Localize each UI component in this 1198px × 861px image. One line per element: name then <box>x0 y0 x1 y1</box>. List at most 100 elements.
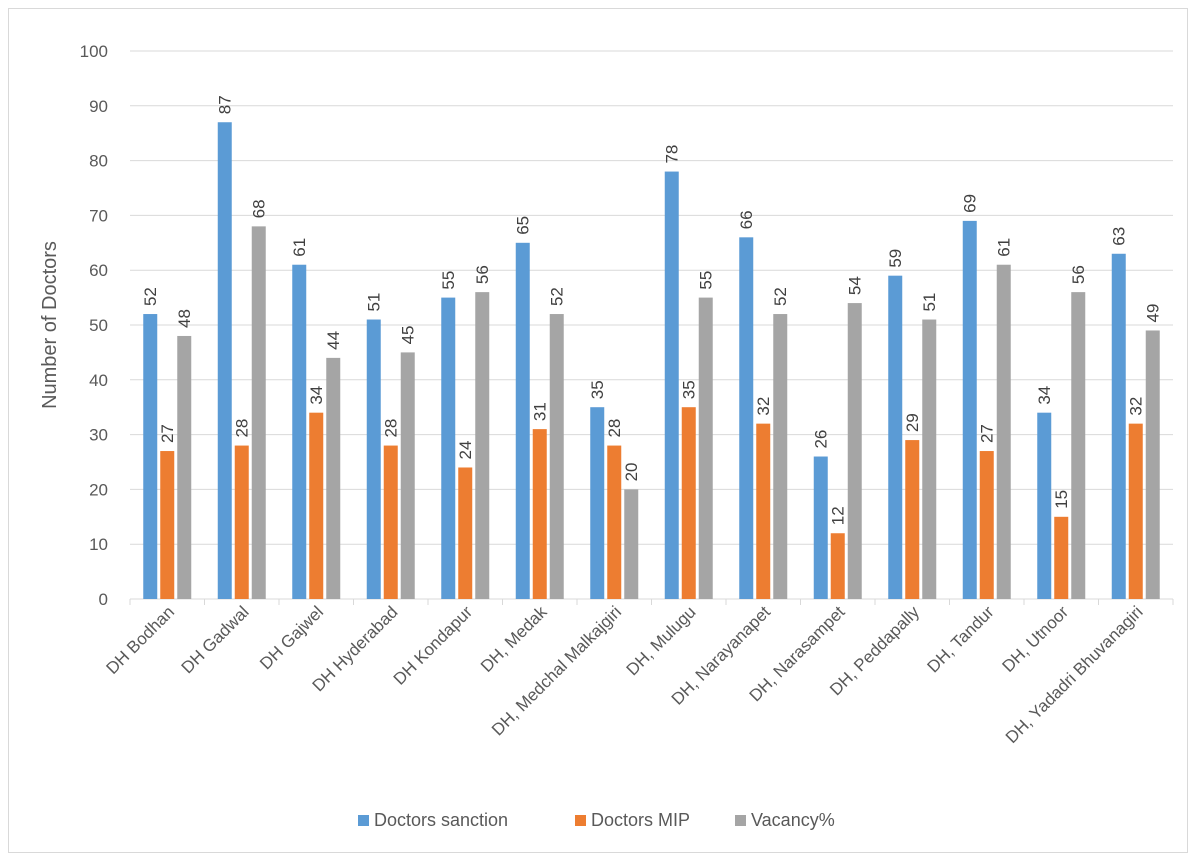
bar-doctors-mip <box>607 445 622 599</box>
data-label: 32 <box>1127 397 1146 416</box>
y-tick-label: 0 <box>99 590 108 609</box>
data-label: 66 <box>737 210 756 229</box>
bar-doctors-mip <box>979 451 994 599</box>
data-label: 20 <box>622 462 641 481</box>
data-label: 45 <box>399 325 418 344</box>
data-label: 54 <box>846 276 865 295</box>
bar-doctors-sanction <box>813 456 828 599</box>
bar-vacancy <box>400 352 415 599</box>
y-tick-label: 20 <box>89 480 108 499</box>
legend-label: Doctors MIP <box>591 810 690 830</box>
data-label: 15 <box>1052 490 1071 509</box>
data-label: 78 <box>663 145 682 164</box>
bar-vacancy <box>847 303 862 599</box>
x-tick-label: DH, Tandur <box>924 602 998 676</box>
bar-vacancy <box>177 335 192 599</box>
data-label: 87 <box>216 95 235 114</box>
x-tick-label: DH, Utnoor <box>999 602 1073 676</box>
y-tick-label: 40 <box>89 371 108 390</box>
bar-doctors-mip <box>756 423 771 599</box>
data-label: 28 <box>382 419 401 438</box>
legend-swatch <box>358 815 369 826</box>
data-label: 52 <box>771 287 790 306</box>
data-label: 68 <box>250 199 269 218</box>
y-tick-label: 60 <box>89 261 108 280</box>
y-axis-ticks: 0 10 20 30 40 50 60 70 80 90 100 <box>80 42 108 609</box>
bar-vacancy <box>251 226 266 600</box>
x-tick-label: DH, Yadadri Bhuvanagiri <box>1002 602 1147 747</box>
y-tick-label: 90 <box>89 97 108 116</box>
bar-vacancy <box>922 319 937 599</box>
data-label: 28 <box>233 419 252 438</box>
bar-vacancy <box>996 264 1011 599</box>
data-label: 59 <box>886 249 905 268</box>
bar-doctors-mip <box>830 533 845 599</box>
data-label: 28 <box>605 419 624 438</box>
bar-doctors-sanction <box>739 237 754 599</box>
x-tick-label: DH Kondapur <box>390 602 477 689</box>
legend-swatch <box>575 815 586 826</box>
data-label: 34 <box>307 386 326 405</box>
bar-vacancy <box>475 292 490 599</box>
bars <box>143 122 1160 600</box>
bar-vacancy <box>698 297 713 599</box>
bar-doctors-mip <box>1054 516 1069 599</box>
bar-doctors-mip <box>681 407 696 599</box>
data-labels: 52 27 48 87 28 68 61 34 44 51 28 45 55 24 56 65 31 52 35 28… <box>141 95 1163 525</box>
data-label: 55 <box>697 271 716 290</box>
data-label: 56 <box>1069 265 1088 284</box>
data-label: 56 <box>473 265 492 284</box>
x-tick-label: DH Bodhan <box>102 602 178 678</box>
data-label: 26 <box>812 430 831 449</box>
bar-vacancy <box>624 489 639 599</box>
y-tick-label: 30 <box>89 426 108 445</box>
data-label: 35 <box>588 380 607 399</box>
bar-doctors-sanction <box>1111 253 1126 599</box>
bar-vacancy <box>773 314 788 599</box>
data-label: 49 <box>1144 304 1163 323</box>
data-label: 51 <box>365 293 384 312</box>
bar-doctors-mip <box>160 451 175 599</box>
data-label: 55 <box>439 271 458 290</box>
bar-vacancy <box>1145 330 1160 599</box>
data-label: 69 <box>961 194 980 213</box>
data-label: 63 <box>1110 227 1129 246</box>
data-label: 61 <box>290 238 309 257</box>
bar-vacancy <box>549 314 564 599</box>
bar-doctors-sanction <box>143 314 158 599</box>
bar-doctors-sanction <box>664 171 679 599</box>
bar-doctors-sanction <box>888 275 903 599</box>
data-label: 61 <box>995 238 1014 257</box>
legend-label: Doctors sanction <box>374 810 508 830</box>
legend-label: Vacancy% <box>751 810 835 830</box>
data-label: 27 <box>978 424 997 443</box>
y-tick-label: 70 <box>89 206 108 225</box>
y-axis-title: Number of Doctors <box>39 241 61 409</box>
y-tick-label: 50 <box>89 316 108 335</box>
data-label: 52 <box>548 287 567 306</box>
data-label: 52 <box>141 287 160 306</box>
bar-doctors-sanction <box>366 319 381 599</box>
data-label: 35 <box>680 380 699 399</box>
x-tick-label: DH Gajwel <box>256 602 327 673</box>
legend-swatch <box>735 815 746 826</box>
data-label: 31 <box>531 402 550 421</box>
legend: Doctors sanction Doctors MIP Vacancy% <box>358 810 835 830</box>
x-tick-label: DH Gadwal <box>178 602 253 677</box>
bar-doctors-sanction <box>292 264 307 599</box>
data-label: 34 <box>1035 386 1054 405</box>
bar-doctors-sanction <box>1037 412 1052 599</box>
bar-doctors-sanction <box>515 242 530 600</box>
data-label: 65 <box>514 216 533 235</box>
bar-doctors-mip <box>532 429 547 599</box>
bar-doctors-sanction <box>590 407 605 599</box>
data-label: 51 <box>920 293 939 312</box>
bar-doctors-mip <box>905 440 920 599</box>
y-tick-label: 80 <box>89 152 108 171</box>
bar-doctors-mip <box>234 445 249 599</box>
bar-vacancy <box>326 357 341 599</box>
data-label: 48 <box>175 309 194 328</box>
data-label: 27 <box>158 424 177 443</box>
